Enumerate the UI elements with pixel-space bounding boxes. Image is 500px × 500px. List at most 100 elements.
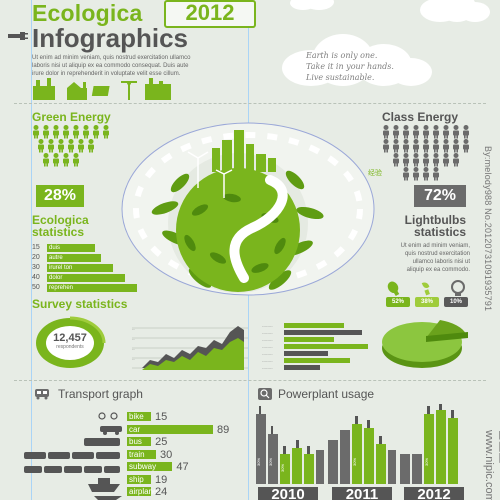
stats-title: Ecologica statistics — [32, 214, 89, 238]
cloud-small — [290, 0, 334, 10]
class-energy-percent: 72% — [414, 185, 466, 207]
horizontal-bar-chart: -------- -------- -------- -------- --------… — [262, 323, 368, 370]
globe-illustration — [121, 122, 375, 296]
transport-bar: airplane — [127, 487, 158, 496]
stats-bar: dolor — [47, 274, 125, 282]
cloud-line: Earth is only one. — [306, 51, 378, 60]
lightbulb-percent: 38% — [415, 297, 439, 307]
stats-bar: duis — [47, 244, 95, 252]
title-infographics: Infographics — [32, 23, 189, 53]
stats-bar: reprehen — [47, 284, 137, 292]
transport-value: 25 — [155, 436, 168, 448]
svg-text:--------: -------- — [262, 358, 273, 363]
stats-value: 20 — [32, 254, 40, 261]
vehicle-icons — [24, 412, 122, 500]
lightbulbs-title-line: Lightbulbs — [404, 213, 466, 227]
people-icons-gray — [383, 125, 469, 181]
stats-row: 15 duis — [32, 244, 142, 252]
transport-bar: bus — [127, 437, 152, 446]
watermark-right-text: By:melody988 No.20120731091935791 — [483, 146, 493, 312]
lightbulbs-line: quis nostrud exercitation — [404, 251, 470, 257]
transport-bar: subway — [127, 462, 173, 471]
stats-value: 40 — [32, 274, 40, 281]
transport-value: 19 — [155, 473, 168, 486]
svg-text:--------: -------- — [262, 323, 273, 328]
lightbulbs-line: aliquip ex ea commodo. — [406, 267, 470, 273]
svg-text:30%: 30% — [424, 458, 429, 466]
cloud-text: Earth is only one. Take it in your hands… — [306, 50, 426, 83]
plug-icon — [8, 32, 28, 40]
intro-line: irure dolor in reprehenderit in voluptat… — [32, 71, 181, 77]
powerplant-year: 2010 — [258, 487, 318, 500]
svg-text:--------: -------- — [262, 365, 273, 370]
lightbulb-icons — [387, 280, 465, 297]
cloud-top-right — [420, 0, 490, 22]
green-energy-title: Green Energy — [32, 110, 111, 124]
transport-bar: bike — [127, 412, 151, 421]
lightbulbs-line: ullamco laboris nisi ut — [412, 259, 470, 265]
magnifier-icon — [258, 388, 272, 400]
stats-title-line: statistics — [32, 225, 85, 239]
survey-donut — [36, 316, 106, 368]
area-chart: -- -- -- -- — [132, 326, 248, 370]
svg-text:--: -- — [132, 356, 135, 361]
lightbulb-percent: 10% — [444, 297, 468, 307]
powerplant-year: 2012 — [404, 487, 464, 500]
stats-bar: autre — [47, 254, 101, 262]
intro-text: Ut enim ad minim veniam, quis nostrud ex… — [32, 54, 237, 78]
stats-row: 30 irurel ton — [32, 264, 142, 272]
transport-value: 30 — [159, 448, 173, 461]
class-energy-title: Class Energy — [382, 110, 459, 124]
svg-text:--: -- — [132, 346, 135, 351]
svg-text:30%: 30% — [280, 464, 285, 472]
transport-bar: ship — [127, 474, 151, 484]
transport-value: 24 — [155, 486, 168, 498]
svg-text:30%: 30% — [352, 458, 357, 466]
watermark-bottom: 昵图网 www.nipic.com — [483, 430, 500, 500]
green-energy-percent: 28% — [36, 185, 84, 207]
svg-text:--: -- — [132, 326, 135, 331]
divider-bottom — [14, 380, 486, 381]
stats-row: 50 reprehen — [32, 284, 142, 292]
lightbulbs-title: Lightbulbs statistics — [398, 214, 466, 238]
transport-bar: car — [127, 424, 213, 434]
lightbulbs-title-line: statistics — [413, 225, 466, 239]
stats-value: 50 — [32, 284, 40, 291]
title-year: 2012 — [164, 0, 256, 28]
bus-icon — [35, 389, 49, 400]
svg-text:--------: -------- — [262, 344, 273, 349]
globe-label: 经验 — [368, 170, 382, 177]
lightbulb-percent: 52% — [386, 297, 410, 307]
survey-count: 12,457 — [53, 332, 87, 344]
guide-line-left — [31, 0, 32, 500]
stats-row: 20 autre — [32, 254, 142, 262]
stats-row: 40 dolor — [32, 274, 142, 282]
industry-icons — [33, 78, 171, 100]
powerplant-bars: 30% 30% 30% 30% 30% — [256, 404, 458, 484]
transport-title: Transport graph — [58, 387, 143, 401]
stats-value: 30 — [32, 264, 40, 271]
svg-text:--: -- — [132, 336, 135, 341]
svg-text:--------: -------- — [262, 337, 273, 342]
svg-text:--------: -------- — [262, 351, 273, 356]
divider-top — [14, 103, 486, 104]
transport-value: 47 — [176, 461, 189, 473]
transport-value: 15 — [155, 411, 168, 423]
svg-text:30%: 30% — [268, 458, 273, 466]
intro-line: Ut enim ad minim veniam, quis nostrud ex… — [32, 55, 191, 61]
lightbulbs-line: Ut enim ad minim veniam, — [400, 243, 470, 249]
transport-value: 89 — [217, 423, 230, 436]
watermark-right: By:melody988 No.20120731091935791 — [477, 146, 499, 500]
svg-text:--------: -------- — [262, 330, 273, 335]
survey-sub: respondents — [56, 344, 84, 350]
transport-bar: train — [127, 449, 156, 459]
powerplant-year: 2011 — [332, 487, 392, 500]
powerplant-title: Powerplant usage — [278, 387, 375, 401]
stats-title-line: Ecologica — [32, 213, 89, 227]
stats-bar: irurel ton — [47, 264, 113, 272]
title-ecologica: Ecologica — [32, 0, 143, 26]
cloud-line: Take it in your hands. — [306, 62, 394, 71]
intro-line: laboris nisi ut aliquip ex ea commodo co… — [32, 63, 189, 69]
pie-chart-3d — [382, 320, 468, 368]
